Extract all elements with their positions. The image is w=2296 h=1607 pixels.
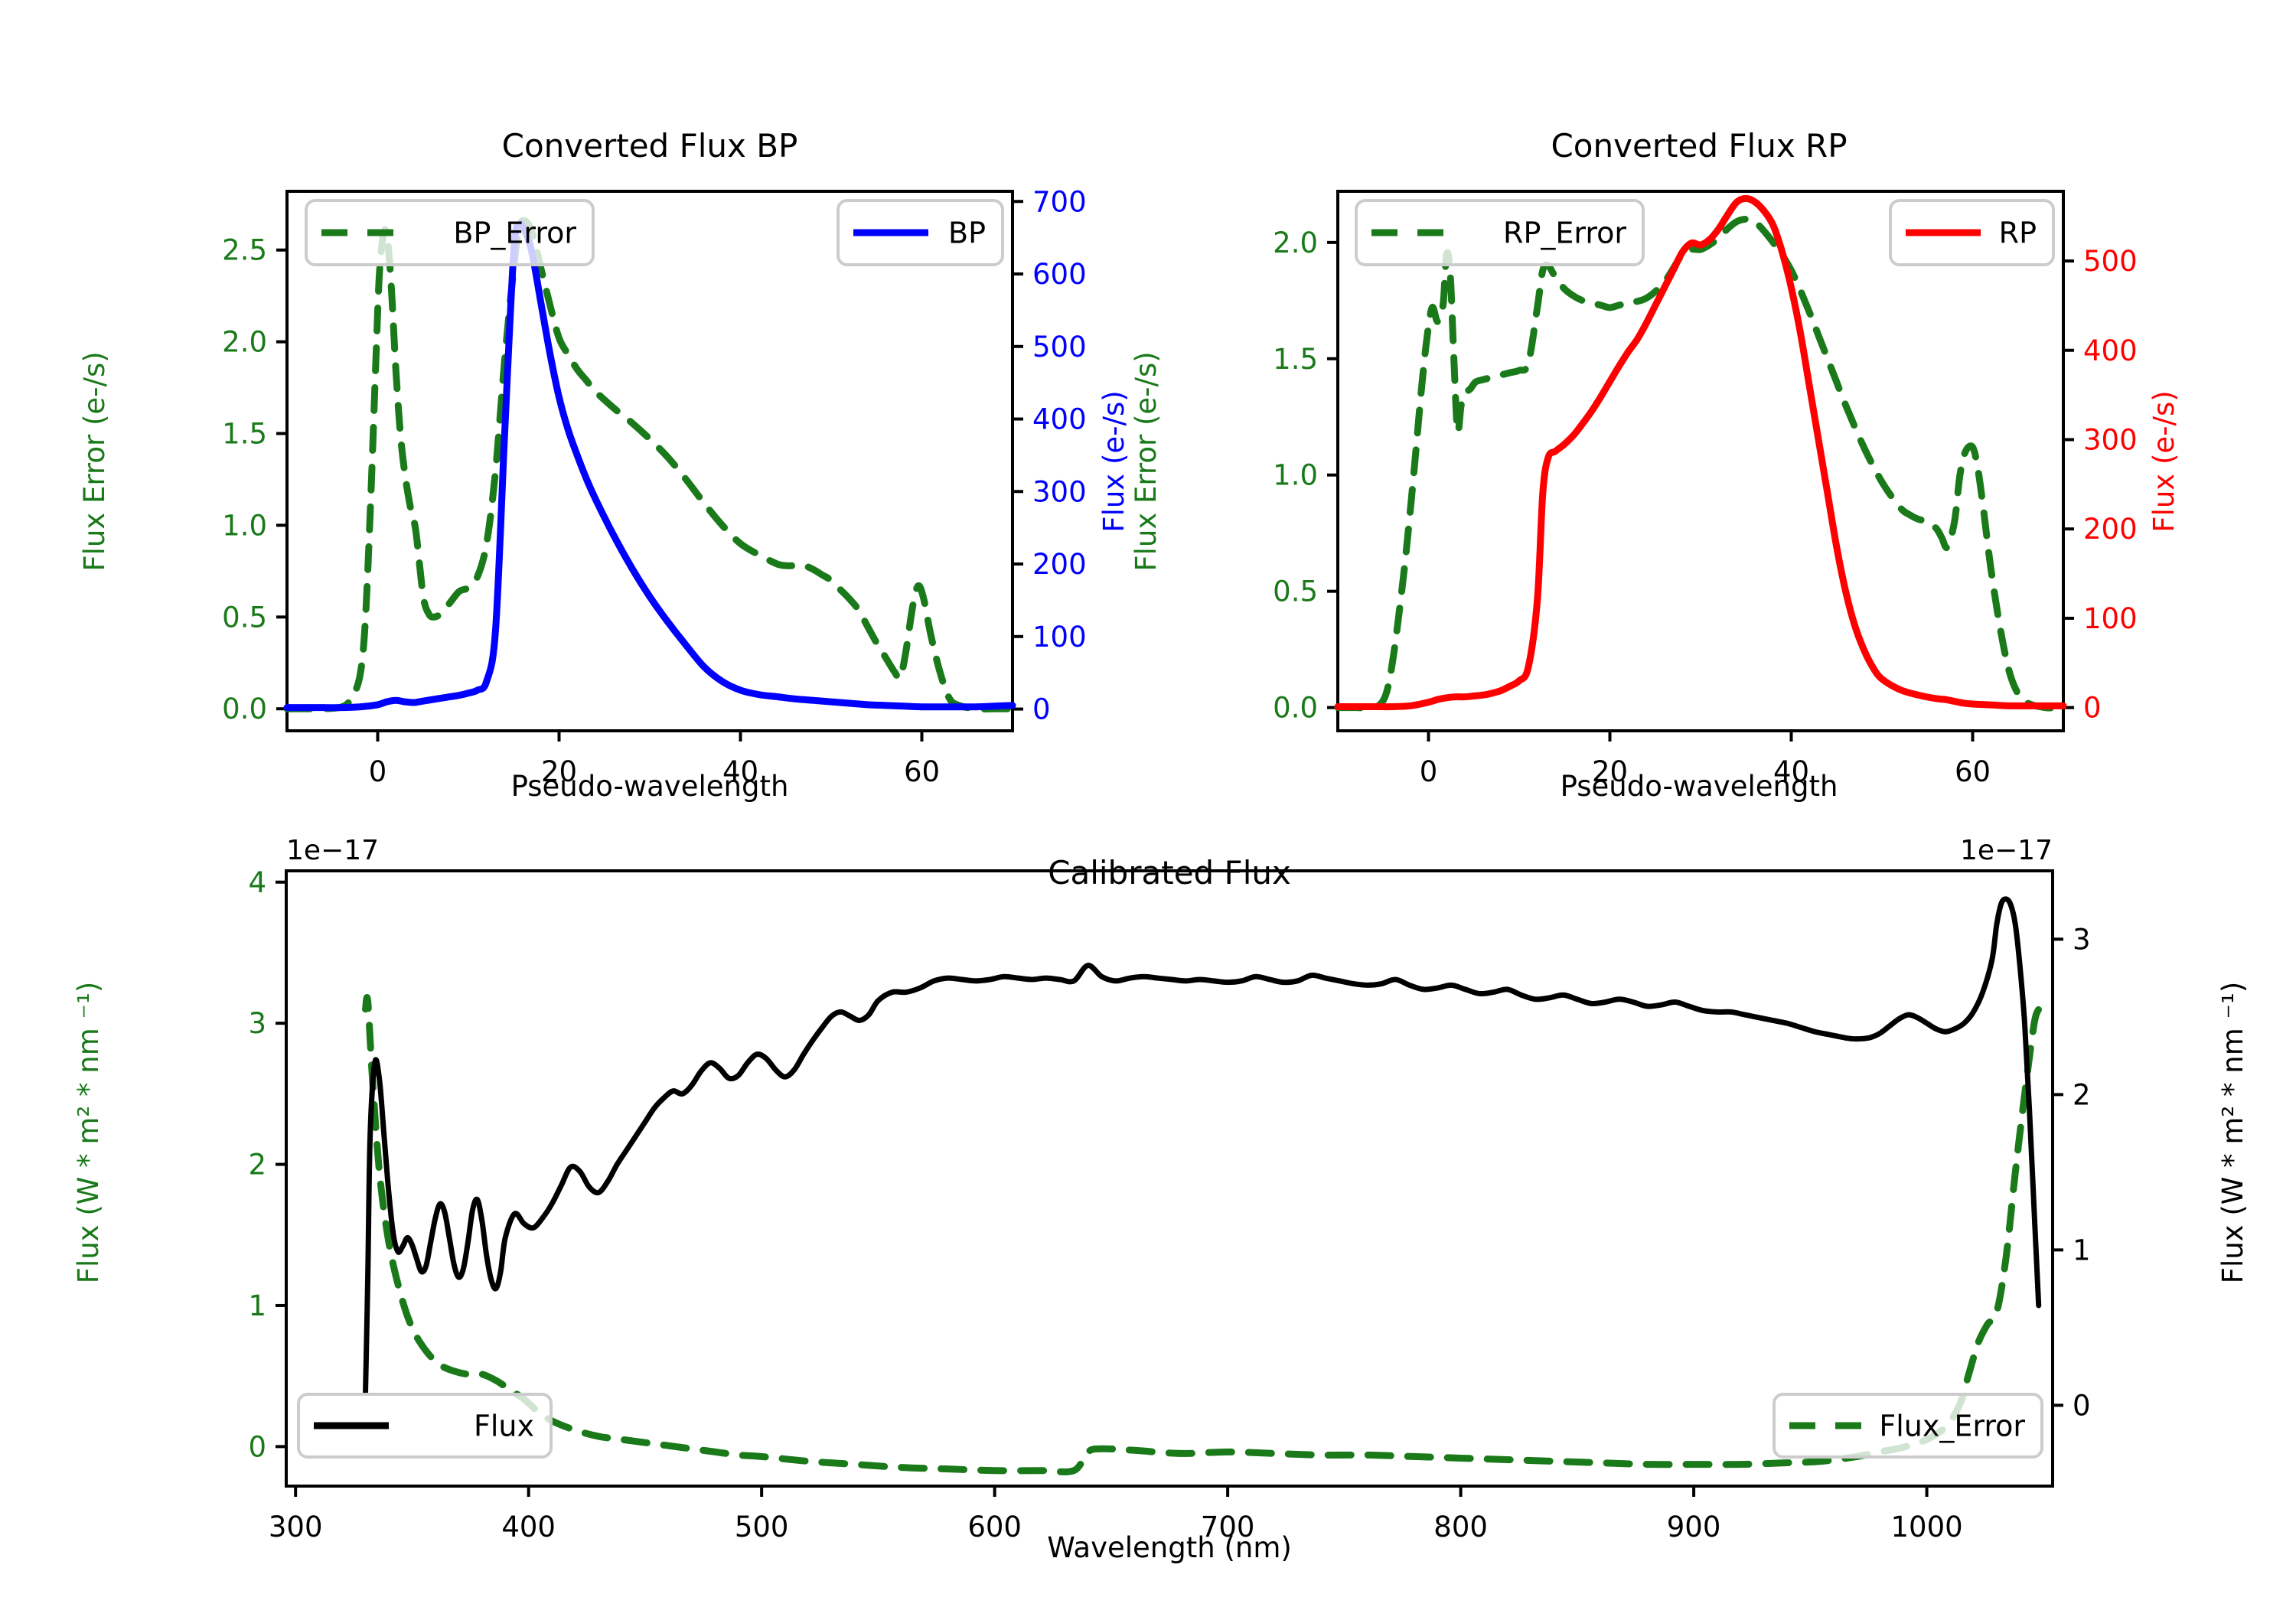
rp-ylabel-right: Flux (e-/s) — [2148, 390, 2180, 532]
y-tick-label-right: 500 — [1032, 331, 1087, 363]
y-tick-label-right: 300 — [1032, 475, 1087, 508]
y-tick-label-left: 1.5 — [1273, 343, 1318, 376]
bp-error-legend-label: BP_Error — [453, 217, 576, 250]
rp-legend-label: RP — [1999, 217, 2037, 250]
y-tick-label-right: 500 — [2083, 245, 2138, 278]
y-tick-label-right: 600 — [1032, 258, 1087, 291]
y-tick-label-left: 0 — [248, 1430, 266, 1463]
calibrated-ylabel-left: Flux (W * m² * nm ⁻¹) — [72, 982, 105, 1284]
axes-frame — [1336, 190, 2065, 732]
x-tick-label: 800 — [1433, 1511, 1488, 1543]
y-tick-label-left: 0.0 — [222, 693, 267, 725]
rp-title: Converted Flux RP — [1551, 127, 1847, 165]
x-tick-label: 500 — [735, 1511, 789, 1543]
y-tick-label-right: 3 — [2073, 923, 2091, 956]
y-tick-label-right: 200 — [2083, 513, 2138, 546]
y-tick-label-left: 0.5 — [1273, 575, 1318, 608]
flux-error-legend-box[interactable] — [1773, 1393, 2043, 1459]
panel-converted-flux-bp: Converted Flux BP 0 20 40 60 0.0 0.5 1.0 1.5 2.0… — [0, 0, 1148, 826]
panel-converted-flux-rp: Converted Flux RP 0 20 40 60 0.0 0.5 1.0 1.5 2.0… — [1130, 0, 2296, 826]
y-tick-label-right: 0 — [2083, 692, 2102, 725]
x-tick-label: 700 — [1201, 1511, 1255, 1543]
y-tick-label-right: 300 — [2083, 423, 2138, 456]
rp-ylabel-left: Flux Error (e-/s) — [1130, 351, 1163, 571]
flux-error-legend-label: Flux_Error — [1879, 1410, 2025, 1443]
x-tick-label: 1000 — [1890, 1511, 1962, 1543]
x-tick-label: 400 — [501, 1511, 556, 1543]
y-tick-label-left: 2 — [248, 1149, 266, 1182]
x-tick-label: 0 — [369, 755, 387, 788]
x-tick-label: 600 — [967, 1511, 1022, 1543]
axes-frame — [285, 190, 1014, 732]
axes-frame — [285, 869, 2054, 1488]
rp-error-legend-box[interactable] — [1355, 199, 1645, 266]
y-tick-label-left: 1.5 — [222, 418, 267, 451]
y-tick-label-left: 0.5 — [222, 601, 267, 634]
series-bp — [283, 220, 1016, 712]
x-tick-label: 300 — [269, 1511, 323, 1543]
x-tick-label: 40 — [1773, 755, 1809, 788]
y-tick-label-left: 3 — [248, 1007, 266, 1040]
calibrated-xlabel: Wavelength (nm) — [1047, 1531, 1292, 1564]
series-flux — [363, 896, 2042, 1396]
y-tick-label-left: 2.0 — [222, 326, 267, 359]
rp-xlabel: Pseudo-wavelength — [1561, 770, 1838, 803]
x-tick-label: 20 — [1592, 755, 1628, 788]
flux-legend-label: Flux — [474, 1410, 534, 1443]
rp-error-legend-label: RP_Error — [1503, 217, 1626, 250]
y-tick-label-left: 0.0 — [1273, 692, 1318, 725]
flux-legend-box[interactable] — [297, 1393, 553, 1459]
x-tick-label: 40 — [722, 755, 758, 788]
y-tick-label-left: 1.0 — [1273, 459, 1318, 492]
series-bp-error — [283, 217, 1016, 713]
x-tick-label: 60 — [904, 755, 940, 788]
y-tick-label-right: 2 — [2073, 1078, 2091, 1111]
y-tick-label-right: 0 — [1032, 693, 1051, 726]
series-rp — [1334, 194, 2067, 711]
bp-ylabel-left: Flux Error (e-/s) — [78, 351, 111, 571]
y-tick-label-left: 4 — [248, 866, 266, 899]
y-tick-label-right: 400 — [2083, 334, 2138, 367]
y-tick-label-right: 200 — [1032, 548, 1087, 581]
y-tick-label-right: 700 — [1032, 185, 1087, 218]
bp-ylabel-right: Flux (e-/s) — [1097, 390, 1130, 532]
x-tick-label: 20 — [541, 755, 577, 788]
bp-legend-label: BP — [948, 217, 986, 250]
bp-title: Converted Flux BP — [502, 127, 798, 165]
y-tick-label-right: 100 — [2083, 602, 2138, 635]
calibrated-title: Calibrated Flux — [1048, 854, 1291, 892]
calibrated-ylabel-right: Flux (W * m² * nm ⁻¹) — [2216, 982, 2249, 1284]
y-tick-label-right: 400 — [1032, 403, 1087, 436]
bp-xlabel: Pseudo-wavelength — [511, 770, 789, 803]
x-tick-label: 60 — [1955, 755, 1991, 788]
y-tick-label-right: 1 — [2073, 1234, 2091, 1266]
y-tick-label-left: 2.0 — [1273, 227, 1318, 259]
y-tick-label-left: 1 — [248, 1289, 266, 1322]
y-tick-label-right: 100 — [1032, 621, 1087, 654]
x-tick-label: 900 — [1667, 1511, 1721, 1543]
series-rp-error — [1334, 215, 2067, 712]
calibrated-offset-right: 1e−17 — [1960, 835, 2053, 866]
calibrated-offset-left: 1e−17 — [286, 835, 379, 866]
y-tick-label-left: 2.5 — [222, 234, 267, 267]
bp-error-legend-box[interactable] — [305, 199, 595, 266]
panel-calibrated-flux: Calibrated Flux 1e−17 1e−17 300 400 500 600… — [0, 826, 2296, 1607]
y-tick-label-left: 1.0 — [222, 509, 267, 542]
x-tick-label: 0 — [1420, 755, 1438, 788]
y-tick-label-right: 0 — [2073, 1389, 2091, 1422]
